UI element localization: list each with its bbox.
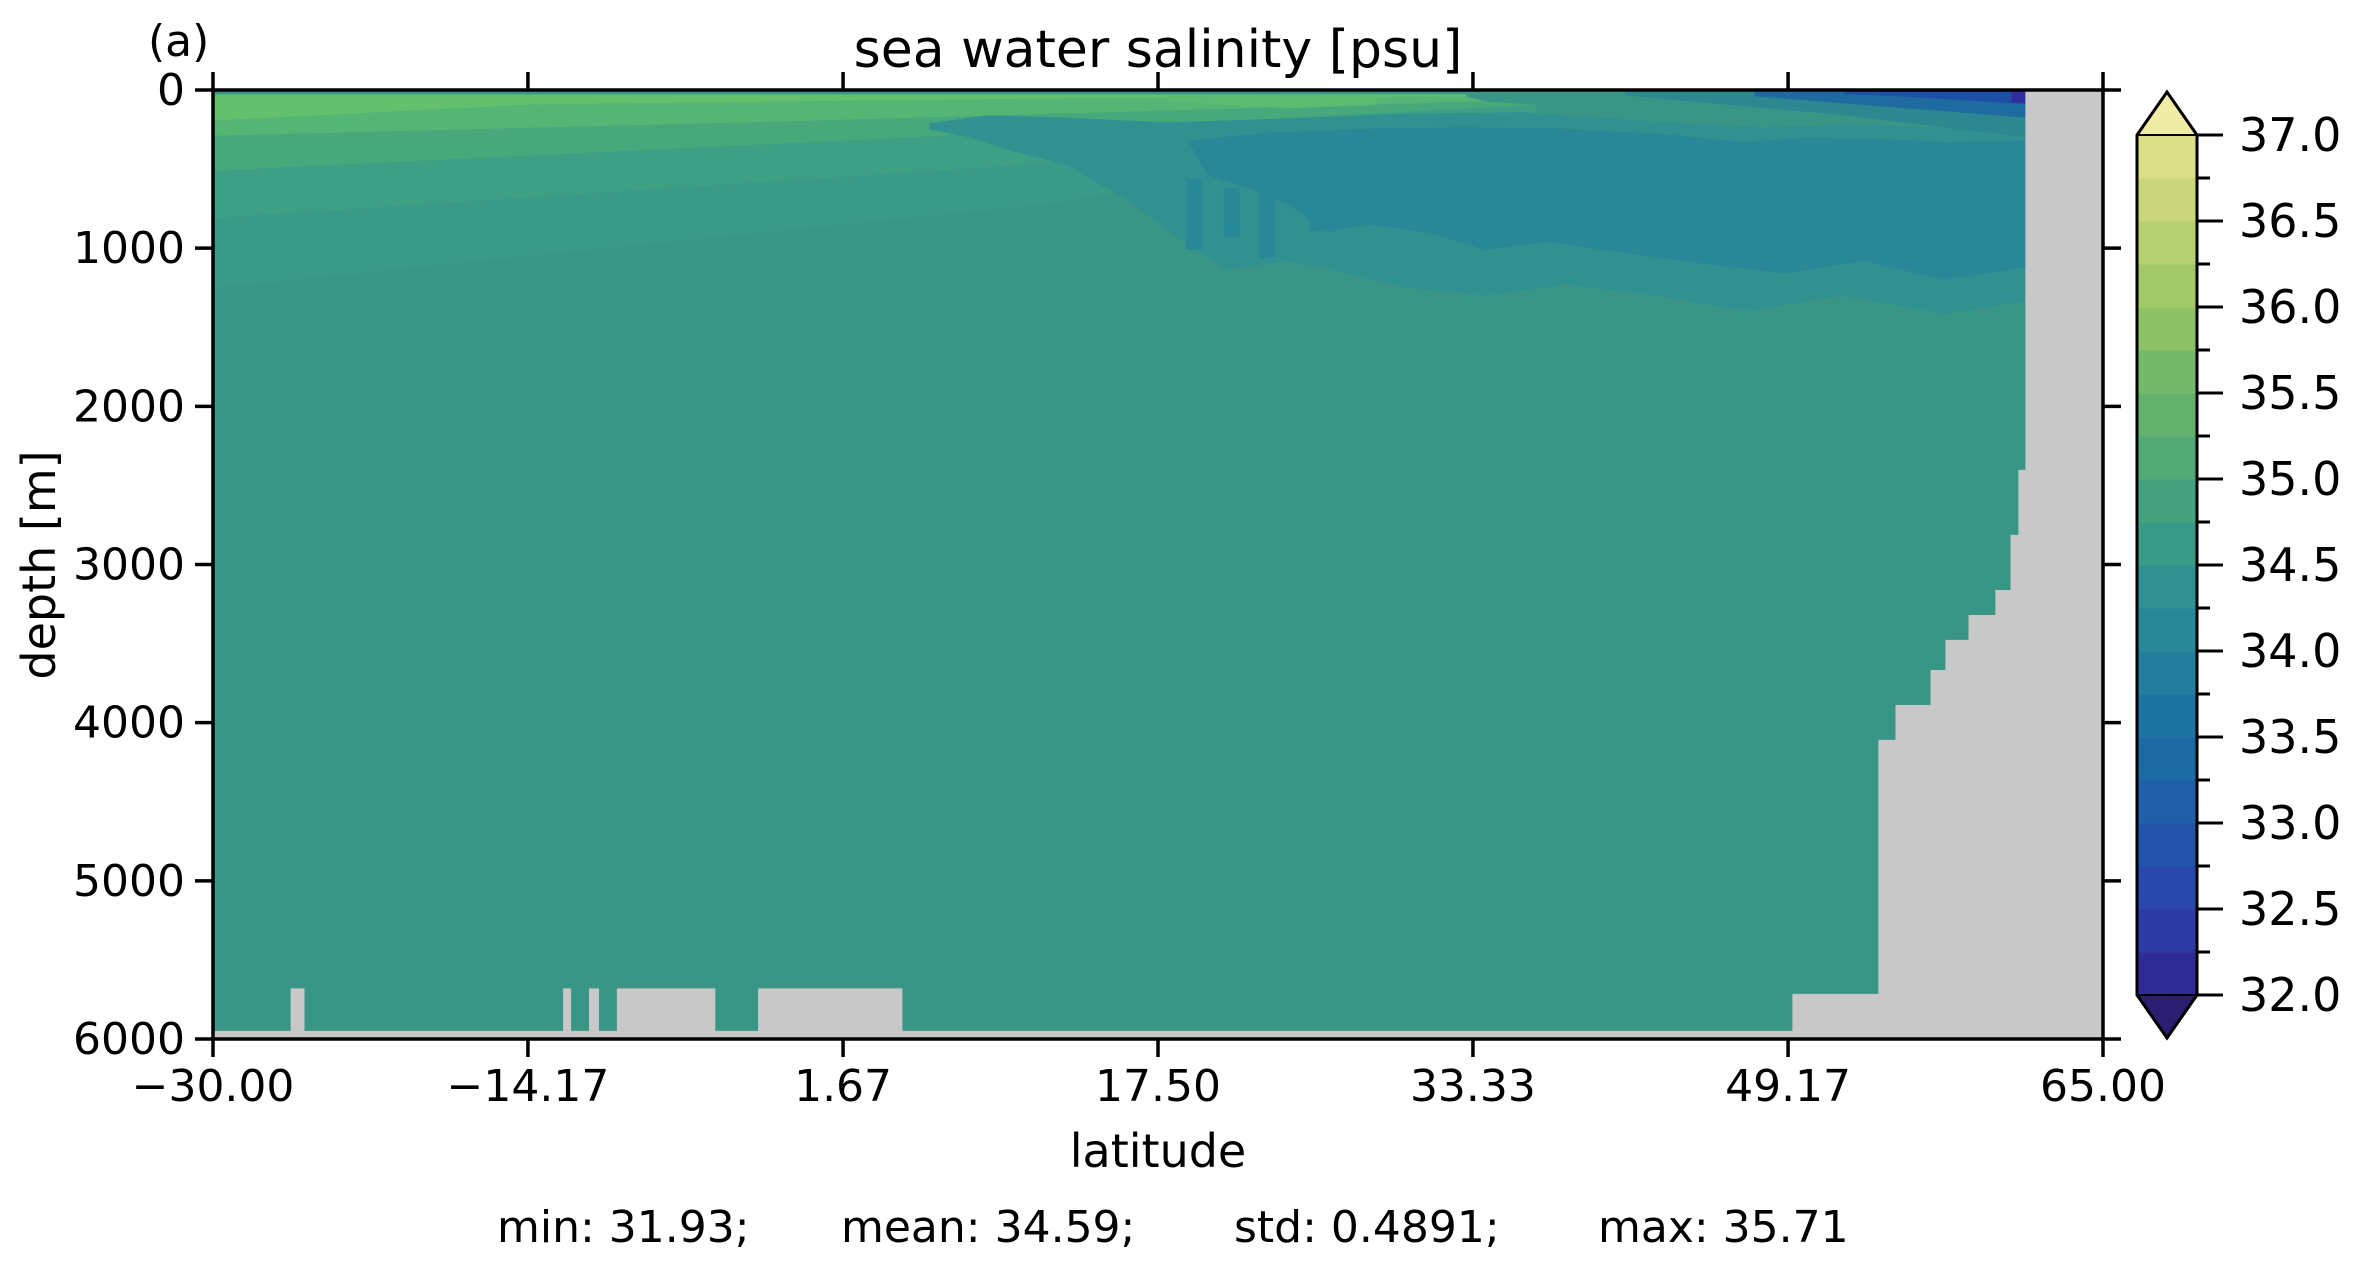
- y-tick-label: 3000: [73, 540, 185, 591]
- salinity-regions: [213, 90, 2103, 1039]
- colorbar-band: [2137, 264, 2197, 308]
- colorbar-band: [2137, 909, 2197, 953]
- colorbar-band: [2137, 780, 2197, 824]
- colorbar-band: [2137, 651, 2197, 695]
- page-title: sea water salinity [psu]: [853, 20, 1463, 80]
- colorbar-band: [2137, 436, 2197, 480]
- colorbar-tick-label: 34.0: [2239, 624, 2341, 678]
- region-arctic-surface-navy-cell: [2011, 90, 2028, 103]
- stat-mean: mean: 34.59;: [841, 1202, 1136, 1253]
- region-land-seamount: [290, 988, 305, 1039]
- region-blob-finger-3: [1259, 172, 1276, 258]
- colorbar-tick-label: 36.5: [2239, 194, 2341, 248]
- y-tick-label: 2000: [73, 381, 185, 432]
- region-surface-green-patch: [1167, 94, 1377, 109]
- region-blob-finger-4: [1309, 192, 1326, 231]
- colorbar-tick-label: 36.0: [2239, 280, 2341, 334]
- x-tick-label: −30.00: [132, 1061, 295, 1112]
- y-tick-label: 1000: [73, 223, 185, 274]
- x-tick-label: 49.17: [1725, 1061, 1851, 1112]
- region-land-bottom-pillar-1: [563, 988, 572, 1039]
- region-green-band-2: [213, 96, 1487, 136]
- x-tick-label: −14.17: [447, 1061, 610, 1112]
- region-land-bottom-block-2: [758, 988, 903, 1039]
- y-tick-label: 5000: [73, 856, 185, 907]
- x-tick-label: 1.67: [794, 1061, 892, 1112]
- colorbar-band: [2137, 479, 2197, 523]
- colorbar-band: [2137, 608, 2197, 652]
- x-axis-label: latitude: [1069, 1124, 1247, 1178]
- y-axis-label: depth [m]: [12, 450, 66, 680]
- colorbar-tick-label: 35.5: [2239, 366, 2341, 420]
- colorbar-tick-label: 37.0: [2239, 108, 2341, 162]
- colorbar-tick-label: 32.5: [2239, 882, 2341, 936]
- colorbar-band: [2137, 823, 2197, 867]
- colorbar-band: [2137, 866, 2197, 910]
- colorbar-band: [2137, 694, 2197, 738]
- colorbar-band: [2137, 393, 2197, 437]
- stat-std: std: 0.4891;: [1234, 1202, 1500, 1253]
- colorbar-tick-label: 32.0: [2239, 968, 2341, 1022]
- colorbar-band: [2137, 135, 2197, 179]
- x-axis-ticks: −30.00 −14.17 1.67 17.50 33.33 49.17 65.00: [132, 72, 2166, 1112]
- colorbar-under-arrow: [2137, 995, 2197, 1038]
- y-tick-label: 0: [157, 65, 185, 116]
- region-subsurface-blob-34.0: [1187, 127, 2028, 280]
- region-green-band-3: [213, 101, 1536, 171]
- colorbar-tick-label: 34.5: [2239, 538, 2341, 592]
- stat-max: max: 35.71: [1598, 1202, 1849, 1253]
- colorbar-band: [2137, 221, 2197, 265]
- panel-label: (a): [148, 16, 210, 67]
- colorbar-band: [2137, 350, 2197, 394]
- colorbar-band: [2137, 307, 2197, 351]
- stat-min: min: 31.93;: [497, 1202, 750, 1253]
- y-tick-label: 6000: [73, 1014, 185, 1065]
- y-axis-ticks: 0 1000 2000 3000 4000 5000 6000: [73, 65, 2121, 1065]
- colorbar-tick-label: 33.0: [2239, 796, 2341, 850]
- region-land-bottom-block-1: [616, 988, 716, 1039]
- colorbar-tick-label: 33.5: [2239, 710, 2341, 764]
- colorbar-tick-label: 35.0: [2239, 452, 2341, 506]
- colorbar-band: [2137, 178, 2197, 222]
- colorbar-band: [2137, 565, 2197, 609]
- x-tick-label: 17.50: [1095, 1061, 1221, 1112]
- region-land-bottom-pillar-2: [589, 988, 599, 1039]
- colorbar-band: [2137, 737, 2197, 781]
- colorbar-over-arrow: [2137, 92, 2197, 135]
- colorbar: 37.0 36.5 36.0 35.5 35.0 34.5 34.0 33.5 33.0 32.5…: [2135, 89, 2341, 1041]
- region-blob-finger-2: [1223, 188, 1240, 238]
- colorbar-band: [2137, 522, 2197, 566]
- x-tick-label: 65.00: [2040, 1061, 2166, 1112]
- x-tick-label: 33.33: [1410, 1061, 1536, 1112]
- colorbar-band: [2137, 952, 2197, 996]
- region-arctic-surface-strip-3: [1844, 90, 2028, 105]
- y-tick-label: 4000: [73, 698, 185, 749]
- region-land-topography-right: [213, 90, 2103, 1039]
- region-green-band-1: [213, 94, 1467, 121]
- region-blob-finger-1: [1185, 178, 1202, 250]
